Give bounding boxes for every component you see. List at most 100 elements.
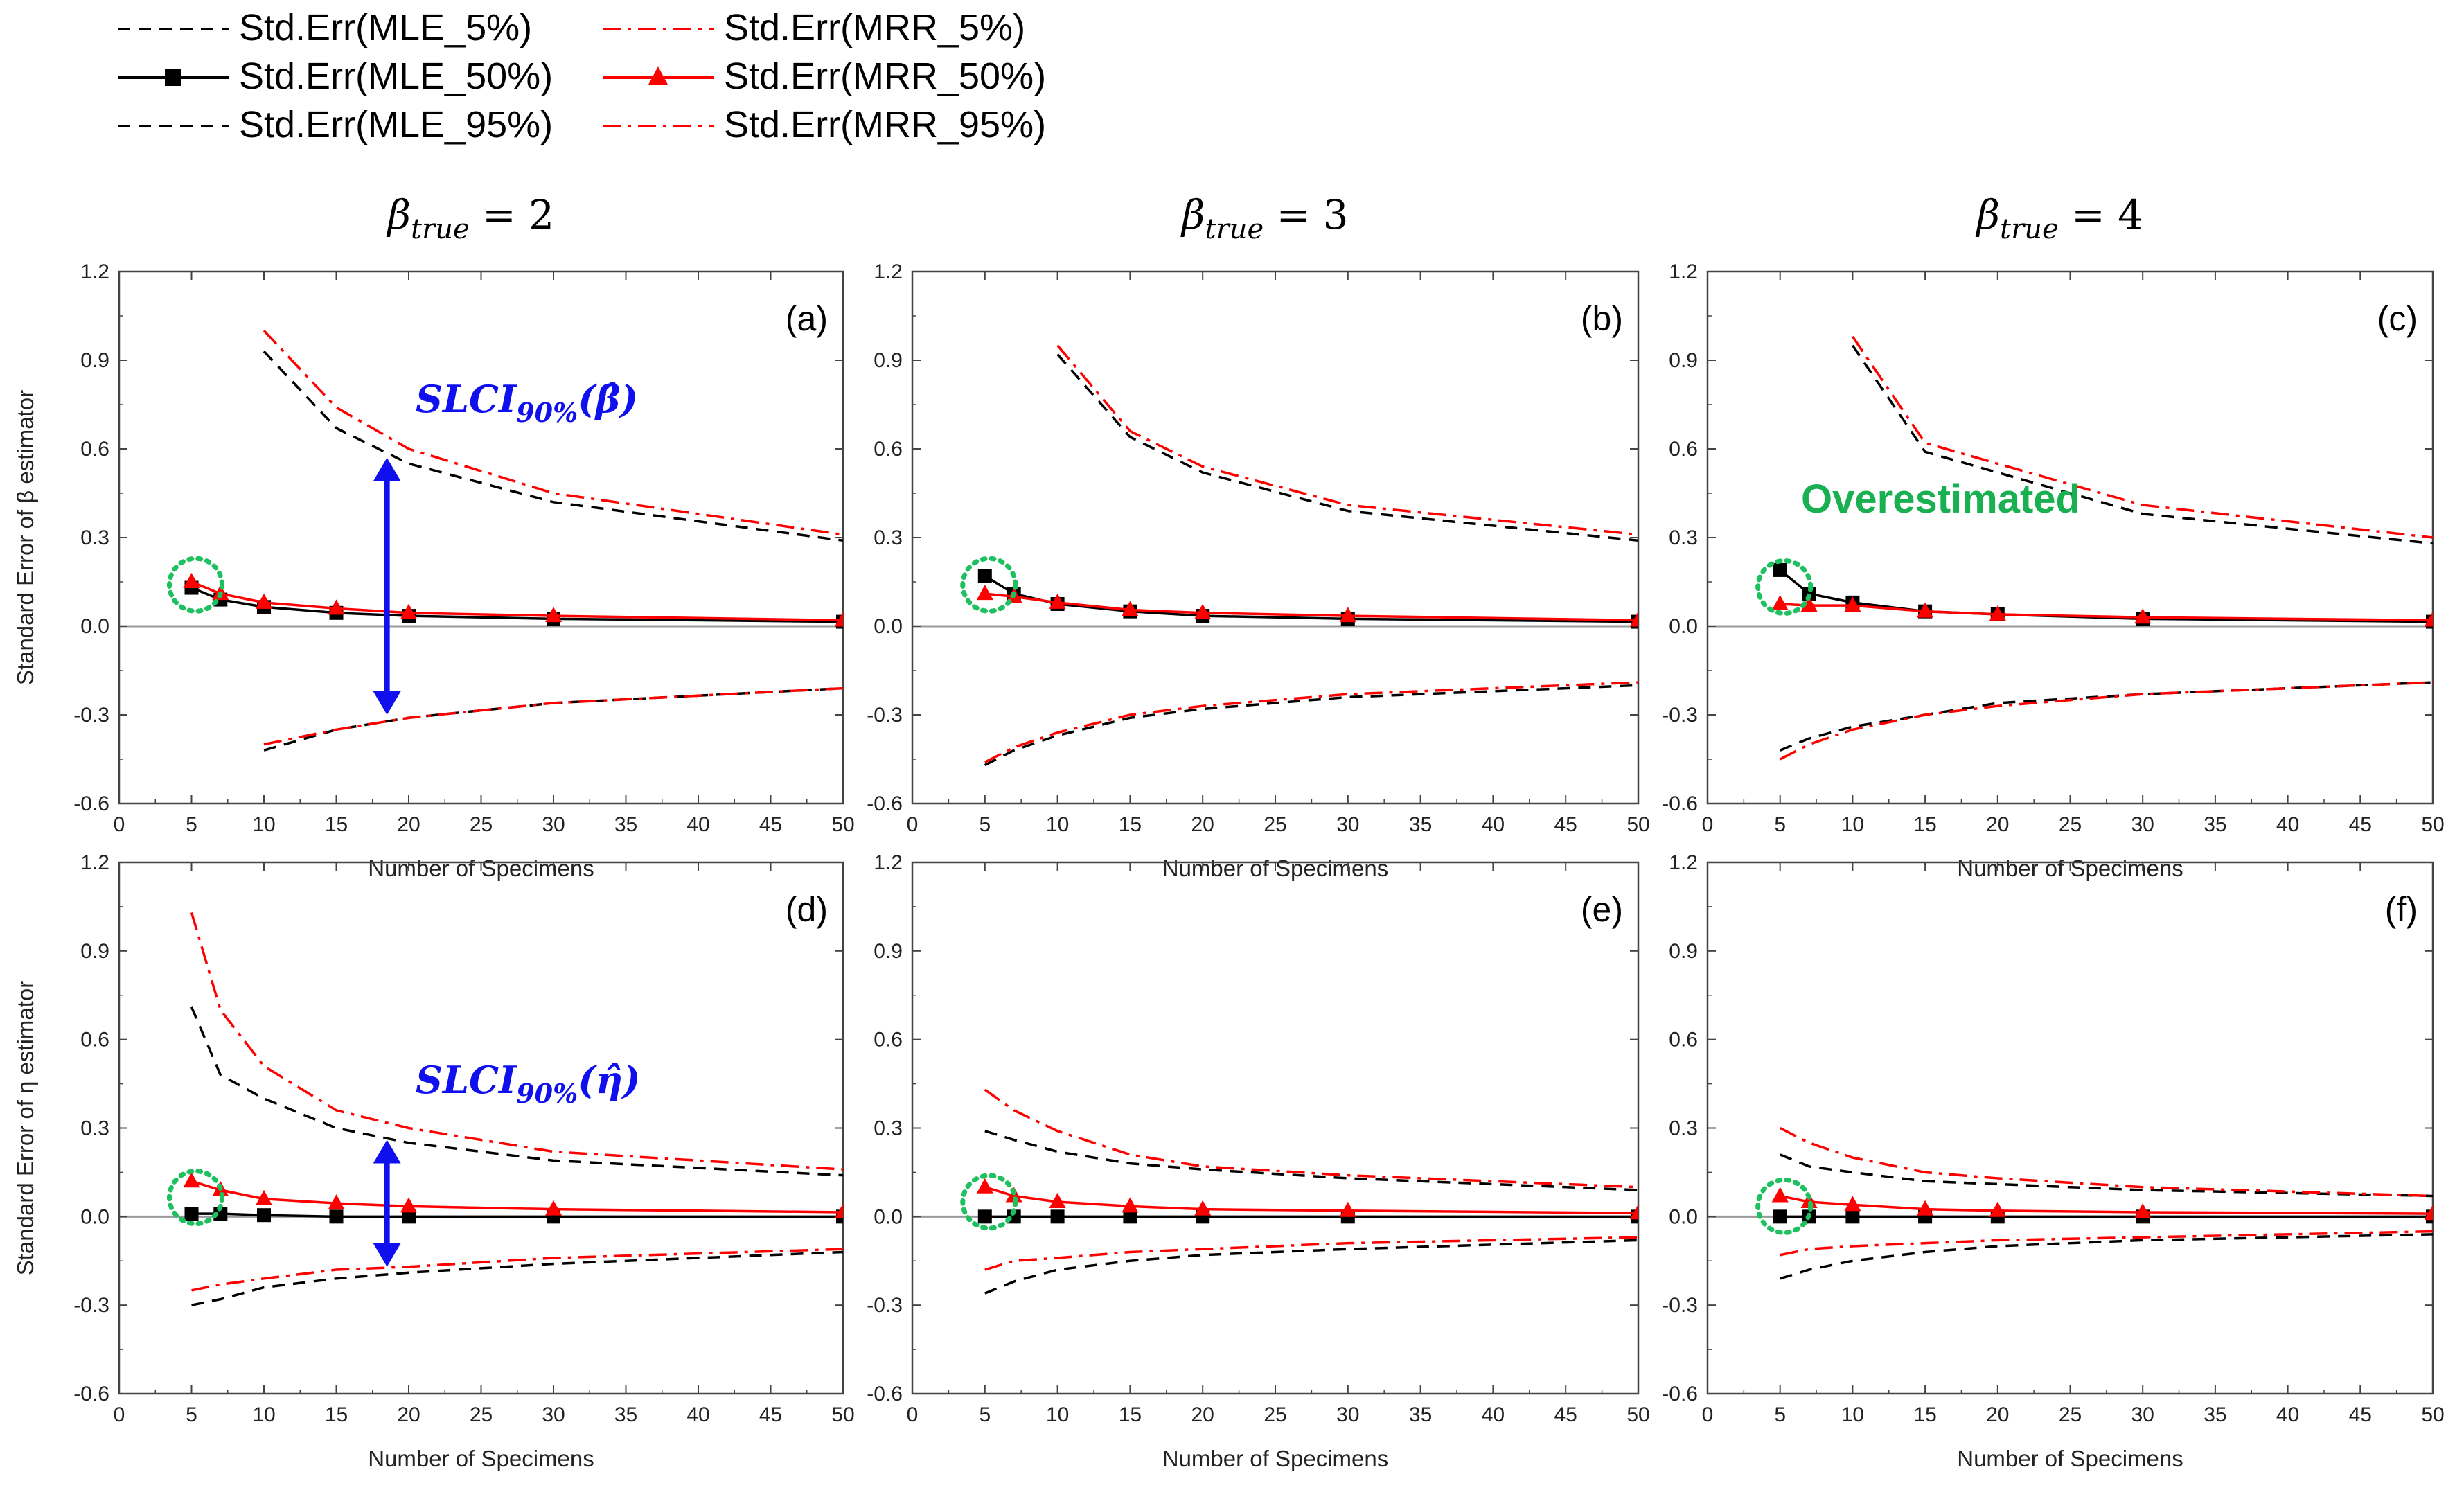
series-line-std-err-mrr-95	[1779, 1126, 2433, 1198]
highlight-circle	[960, 556, 1018, 614]
panel-label: (a)	[786, 299, 828, 338]
highlight-circle	[167, 556, 224, 614]
y-tick-label: 0.3	[1669, 1117, 1698, 1140]
panel-e: 0 5 10 15 20 25 30 35 40 45 50 -0.6 -0.3 0.0 0.3 0.6 0.9…	[867, 851, 1649, 1471]
series-line-std-err-mrr-5	[984, 1236, 1638, 1271]
x-tick-label: 45	[2349, 813, 2372, 836]
series-line-std-err-mrr-5	[1780, 1230, 2433, 1257]
point-std-err-mrr-50	[1771, 1187, 1789, 1203]
y-tick-label: 1.2	[1669, 260, 1698, 283]
point-std-err-mrr-50	[1844, 596, 1861, 612]
x-tick-label: 0	[907, 813, 919, 836]
point-std-err-mrr-50	[1917, 602, 1934, 618]
slci-arrow-head-up	[373, 1139, 401, 1164]
x-tick-label: 35	[2204, 1403, 2226, 1426]
y-tick-label: 0.9	[1669, 940, 1698, 963]
y-tick-label: -0.6	[867, 792, 903, 815]
series-group	[976, 344, 1638, 767]
x-tick-label: 0	[114, 813, 125, 836]
point-std-err-mrr-50	[1989, 605, 2006, 621]
x-tick-label: 25	[1264, 813, 1286, 836]
highlight-circle	[960, 1173, 1018, 1231]
y-tick-label: -0.3	[867, 1294, 903, 1317]
x-tick-label: 15	[1119, 1403, 1142, 1426]
series-line-std-err-mrr-95	[1056, 344, 1638, 536]
y-tick-label: 0.0	[1669, 615, 1698, 638]
y-tick-label: 0.6	[1669, 438, 1698, 461]
point-std-err-mrr-50	[1122, 1197, 1139, 1213]
plot-frame	[911, 270, 1640, 805]
series-line-std-err-mle-95	[1056, 353, 1638, 542]
y-axis-title: Standard Error of β estimator	[12, 390, 38, 685]
highlight-circle	[1755, 558, 1814, 616]
y-tick-label: -0.3	[1662, 704, 1698, 727]
point-std-err-mle-50	[977, 569, 992, 583]
legend-label: Std.Err(MRR_5%)	[724, 7, 1025, 48]
x-tick-label: 25	[1264, 1403, 1286, 1426]
y-tick-label: -0.6	[867, 1383, 903, 1405]
series-line-std-err-mrr-50	[190, 580, 843, 622]
x-tick-label: 40	[1482, 813, 1505, 836]
column-title-1: βtrue = 2	[387, 191, 555, 245]
legend-entry-std-err-mle-50: Std.Err(MLE_50%)	[118, 55, 553, 97]
series-group	[1771, 335, 2433, 761]
y-tick-label: 0.3	[80, 1117, 109, 1140]
slci-beta-label: SLCI90%(β̂)	[416, 377, 638, 428]
x-tick-label: 45	[759, 813, 782, 836]
x-tick-label: 5	[979, 813, 991, 836]
y-tick-label: -0.3	[1662, 1294, 1698, 1317]
x-tick-label: 0	[907, 1403, 919, 1426]
legend-label: Std.Err(MRR_95%)	[724, 104, 1046, 145]
point-std-err-mrr-50	[1630, 1204, 1638, 1220]
series-group	[976, 1088, 1638, 1295]
y-tick-label: 0.3	[1669, 526, 1698, 549]
series-line-std-err-mle-95	[263, 351, 843, 542]
point-std-err-mle-50	[1123, 1209, 1137, 1224]
x-tick-label: 5	[1774, 1403, 1786, 1426]
x-tick-label: 25	[470, 1403, 493, 1426]
plot-frame	[1706, 861, 2434, 1395]
x-tick-label: 15	[1119, 813, 1142, 836]
slci-arrow-head-up	[373, 457, 401, 481]
series-group	[183, 330, 843, 752]
y-tick-label: 0.6	[80, 1029, 109, 1052]
series-line-std-err-mrr-5	[263, 686, 843, 746]
point-std-err-mle-50	[1845, 1209, 1860, 1224]
y-tick-label: 1.2	[874, 851, 903, 874]
y-tick-label: 0.6	[874, 1029, 903, 1052]
y-tick-label: 0.3	[874, 1117, 903, 1140]
point-std-err-mrr-50	[1339, 1201, 1356, 1217]
point-std-err-mrr-50	[976, 1178, 993, 1194]
x-tick-label: 25	[2059, 813, 2082, 836]
panel-label: (d)	[786, 890, 828, 929]
legend-entry-std-err-mle-95: Std.Err(MLE_95%)	[118, 104, 553, 145]
point-std-err-mrr-50	[1049, 593, 1066, 609]
x-tick-label: 50	[2421, 1403, 2444, 1426]
point-std-err-mrr-50	[1630, 611, 1638, 627]
legend-label: Std.Err(MLE_95%)	[239, 104, 553, 145]
panel-label: (c)	[2377, 299, 2418, 338]
x-tick-label: 50	[831, 813, 854, 836]
series-line-std-err-mrr-5	[191, 1248, 843, 1292]
column-titles: βtrue = 2 βtrue = 3 βtrue = 4	[387, 191, 2144, 245]
series-line-std-err-mle-5	[984, 684, 1638, 767]
slci-eta-label: SLCI90%(η̂)	[416, 1058, 641, 1109]
point-std-err-mle-50	[184, 1207, 199, 1221]
legend-entry-std-err-mrr-50: Std.Err(MRR_50%)	[603, 55, 1046, 97]
x-tick-label: 10	[252, 813, 275, 836]
x-axis-title: Number of Specimens	[368, 1446, 594, 1471]
point-std-err-mrr-50	[1800, 596, 1818, 612]
point-std-err-mrr-50	[545, 1200, 562, 1216]
x-tick-label: 15	[1913, 1403, 1936, 1426]
legend-entry-std-err-mrr-5: Std.Err(MRR_5%)	[603, 7, 1025, 48]
series-line-std-err-mle-95	[190, 1006, 843, 1177]
panel-d: 0 5 10 15 20 25 30 35 40 45 50 -0.6 -0.3 0.0 0.3 0.6 0.9…	[12, 851, 855, 1471]
y-tick-label: 0.0	[80, 1205, 109, 1228]
point-std-err-mle-50	[257, 1208, 271, 1223]
series-line-std-err-mrr-50	[190, 1180, 843, 1214]
x-tick-label: 40	[1482, 1403, 1505, 1426]
panels: 0 5 10 15 20 25 30 35 40 45 50-0.6-0.30.00.30.60.9…	[12, 260, 2445, 1471]
annotations: SLCI90%(β̂) SLCI90%(η̂) Overestimated	[416, 377, 2080, 1109]
x-tick-label: 5	[186, 813, 197, 836]
point-std-err-mle-50	[977, 1209, 992, 1224]
